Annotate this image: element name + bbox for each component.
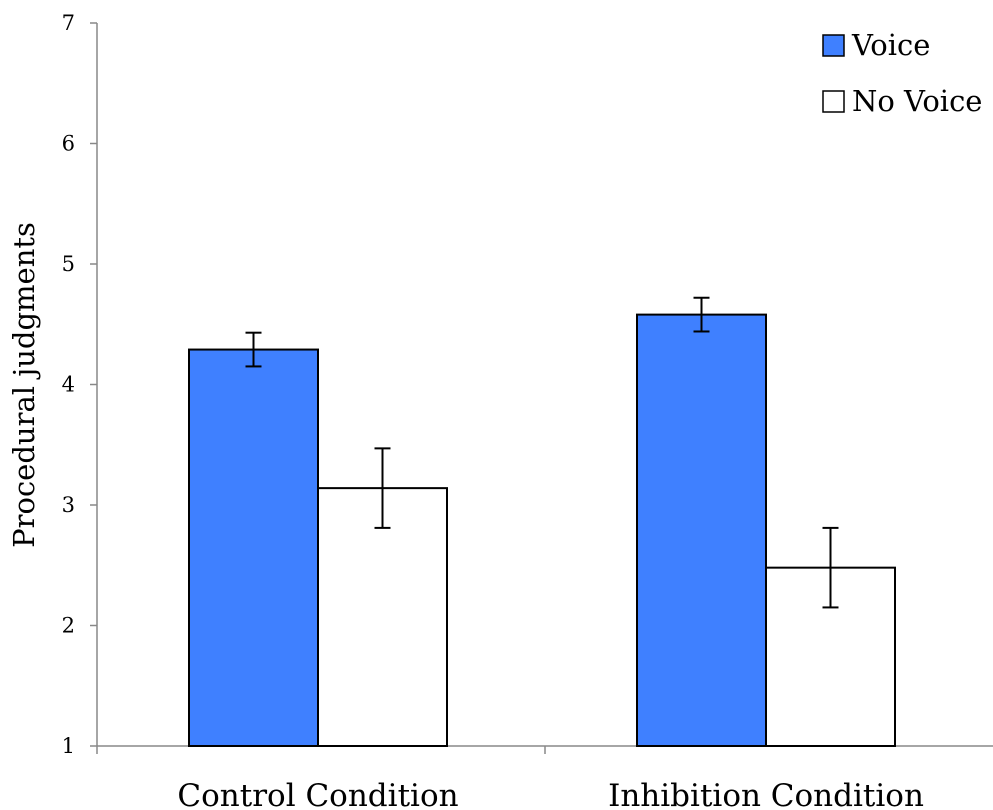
legend-label-no-voice: No Voice xyxy=(852,84,982,118)
y-tick-label: 1 xyxy=(62,734,75,758)
y-tick-label: 7 xyxy=(62,11,75,35)
bar xyxy=(317,487,448,747)
bar xyxy=(188,348,319,747)
legend-swatch-voice xyxy=(822,34,845,57)
bars xyxy=(188,313,896,747)
y-axis-title: Procedural judgments xyxy=(7,222,41,548)
x-category-label: Inhibition Condition xyxy=(608,778,924,810)
error-bars xyxy=(245,296,839,609)
y-tick-label: 6 xyxy=(62,132,75,156)
x-axis: Control Condition Inhibition Condition xyxy=(96,745,993,810)
legend-label-voice: Voice xyxy=(851,28,930,62)
legend-swatch-no-voice xyxy=(822,90,845,113)
y-tick-label: 3 xyxy=(62,493,75,517)
y-tick-label: 5 xyxy=(62,252,75,276)
bar xyxy=(636,313,767,747)
legend: Voice No Voice xyxy=(822,28,982,118)
y-axis: 1 2 3 4 5 6 7 xyxy=(62,11,98,758)
y-tick-label: 4 xyxy=(62,373,75,397)
x-category-label: Control Condition xyxy=(177,778,458,810)
y-tick-label: 2 xyxy=(62,614,75,638)
